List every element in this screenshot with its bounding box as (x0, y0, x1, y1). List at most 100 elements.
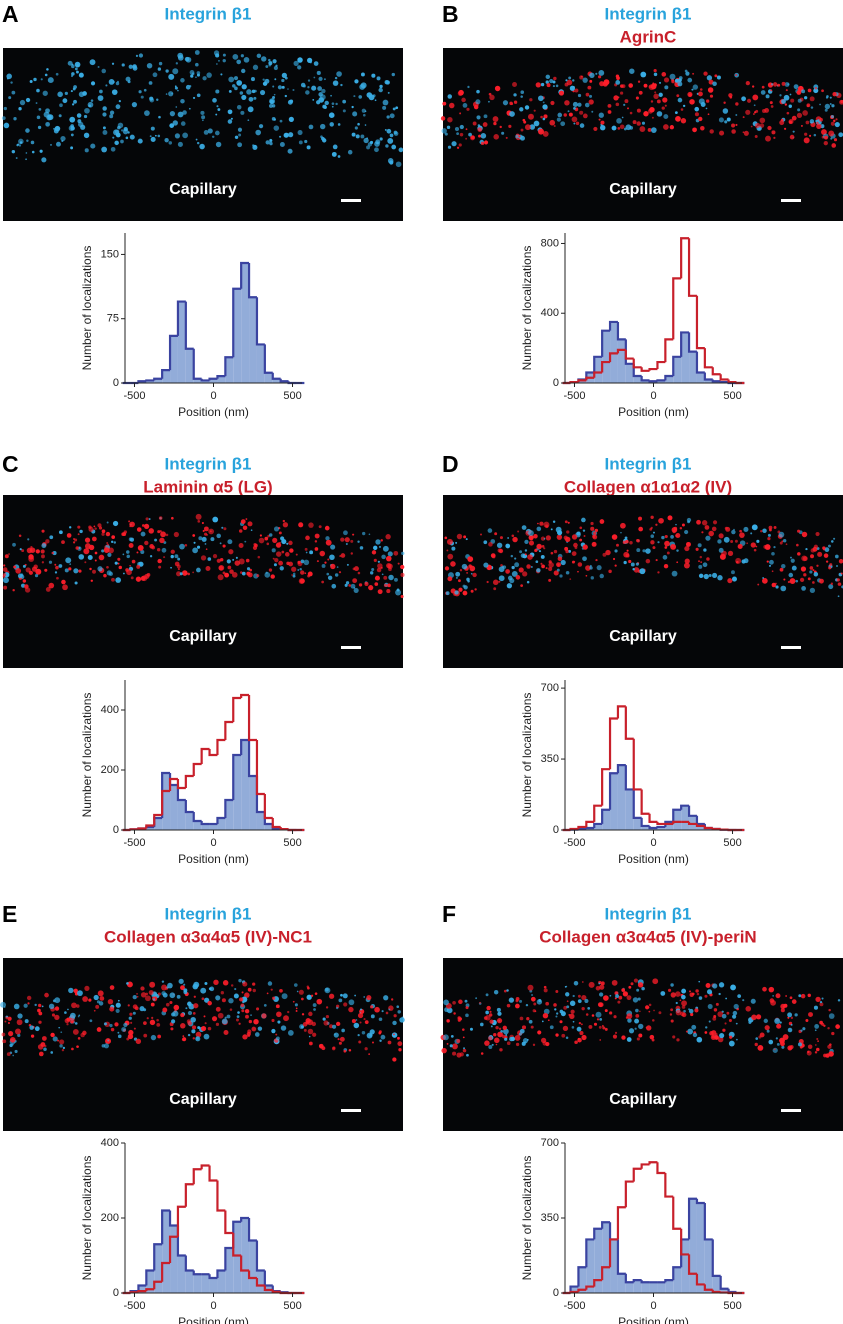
image-dot (168, 141, 173, 145)
image-dot (323, 1020, 329, 1026)
image-dot (512, 82, 517, 87)
histogram-step (656, 379, 666, 382)
image-dot (513, 100, 518, 104)
histogram-step (263, 1270, 273, 1287)
image-dot (817, 551, 823, 557)
image-dot (662, 555, 668, 560)
micrograph (1, 48, 404, 221)
image-dot (26, 139, 29, 143)
image-dot (184, 56, 190, 62)
image-dot (620, 91, 624, 95)
image-dot (492, 579, 499, 586)
histogram-step (616, 764, 626, 774)
image-dot (712, 520, 718, 525)
image-dot (53, 128, 55, 130)
image-dot (358, 1040, 362, 1044)
histogram-step (168, 1235, 178, 1263)
histogram-bin (146, 1270, 155, 1293)
image-dot (132, 1011, 136, 1015)
image-dot (336, 566, 339, 568)
histogram-bin (704, 1239, 713, 1293)
image-dot (663, 77, 670, 83)
image-dot (27, 1002, 30, 1005)
image-dot (348, 999, 355, 1006)
image-dot (378, 545, 382, 548)
image-dot (814, 87, 818, 90)
histogram-bin (256, 812, 265, 830)
image-dot (700, 125, 705, 131)
image-dot (258, 124, 264, 129)
histogram-bin (570, 1286, 579, 1293)
image-dot (653, 93, 659, 99)
image-dot (540, 82, 545, 87)
image-dot (750, 532, 753, 535)
image-dot (788, 104, 792, 109)
histogram-bin (578, 1267, 587, 1293)
image-dot (156, 547, 161, 552)
image-dot (753, 548, 757, 552)
image-dot (732, 1010, 738, 1016)
image-dot (639, 1010, 641, 1013)
image-dot (259, 534, 262, 537)
image-dot (493, 587, 497, 591)
image-dot (366, 145, 371, 150)
image-dot (128, 64, 133, 69)
image-dot (40, 549, 45, 554)
image-dot (537, 95, 544, 102)
image-dot (197, 520, 201, 523)
image-dot (347, 149, 353, 155)
image-dot (109, 985, 115, 990)
image-dot (45, 587, 51, 592)
image-dot (345, 581, 350, 585)
histogram-bin (712, 1275, 721, 1293)
image-dot (328, 112, 335, 119)
histogram-bin (162, 773, 171, 830)
image-dot (816, 1047, 820, 1052)
histogram-bin (209, 378, 218, 383)
image-dot (207, 1000, 212, 1006)
image-dot (770, 89, 773, 92)
image-dot (663, 563, 669, 569)
image-dot (536, 543, 542, 550)
image-dot (401, 551, 405, 556)
image-dot (54, 571, 58, 574)
image-dot (780, 1008, 785, 1013)
image-dot (830, 115, 835, 119)
image-dot (640, 71, 647, 78)
image-dot (190, 74, 194, 78)
image-dot (227, 109, 233, 115)
image-dot (117, 999, 120, 1002)
image-dot (161, 991, 166, 996)
image-dot (282, 519, 286, 523)
image-dot (223, 527, 227, 531)
image-dot (393, 1033, 395, 1036)
image-dot (840, 99, 843, 104)
panel-title: Laminin α5 (LG) (143, 477, 272, 496)
image-dot (614, 991, 619, 996)
image-dot (545, 74, 551, 80)
image-dot (746, 542, 749, 545)
image-dot (747, 98, 752, 103)
image-dot (107, 1039, 110, 1042)
image-dot (195, 513, 202, 520)
image-dot (136, 527, 142, 532)
image-dot (553, 124, 556, 128)
image-dot (126, 982, 129, 985)
image-dot (348, 1049, 352, 1052)
histogram-step (585, 376, 595, 381)
image-dot (485, 993, 489, 997)
image-dot (621, 1035, 626, 1040)
image-dot (837, 582, 842, 586)
histogram-bin (264, 372, 273, 383)
image-dot (454, 590, 459, 595)
histogram-step (608, 352, 618, 363)
image-dot (447, 94, 453, 99)
image-dot (658, 517, 664, 524)
image-dot (322, 1017, 326, 1021)
image-dot (511, 534, 515, 538)
image-dot (581, 994, 587, 1001)
image-dot (288, 132, 294, 138)
image-dot (803, 573, 807, 577)
image-dot (195, 138, 198, 141)
image-dot (146, 573, 151, 577)
